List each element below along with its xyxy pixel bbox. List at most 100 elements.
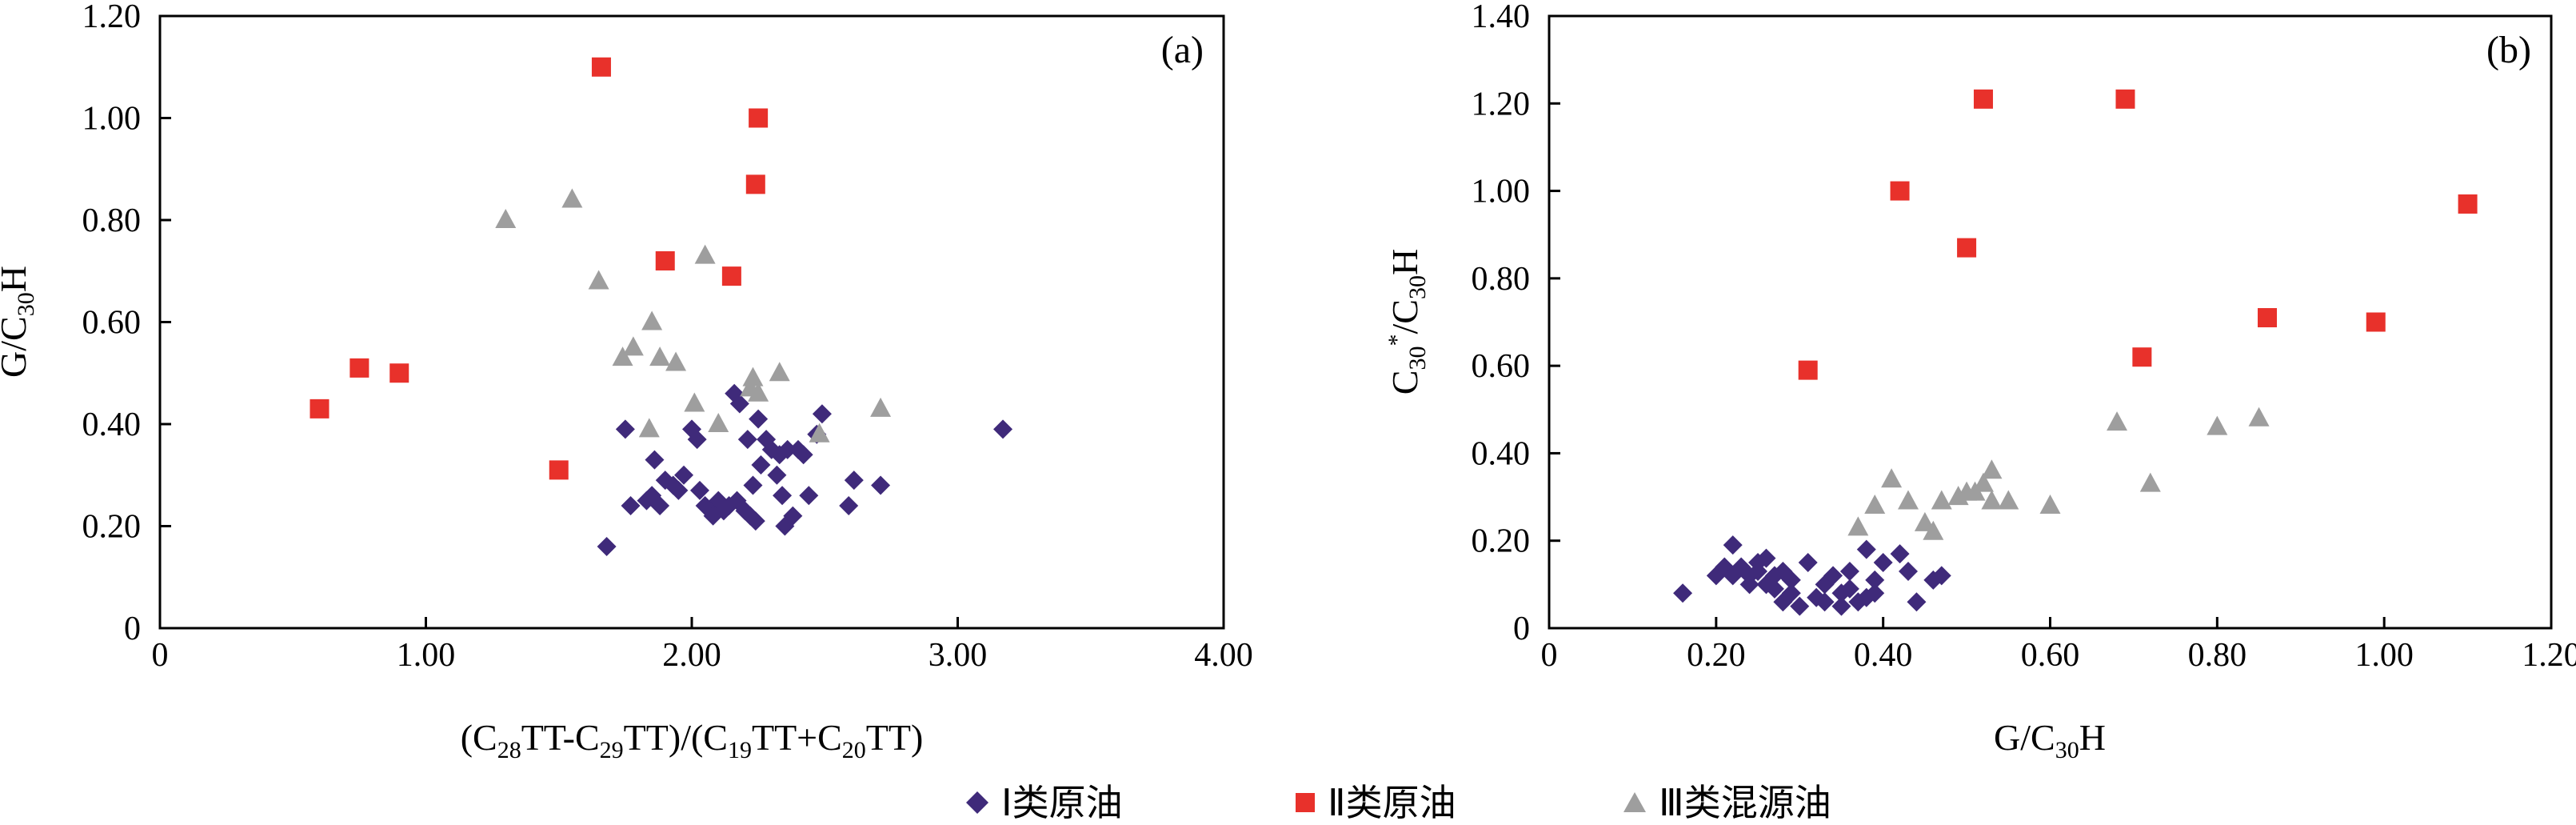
data-point-type1 bbox=[1839, 561, 1859, 581]
data-point-type1 bbox=[729, 394, 749, 414]
data-point-type1 bbox=[1790, 596, 1810, 616]
legend-label-type1: Ⅰ类原油 bbox=[1001, 781, 1123, 824]
data-point-type2 bbox=[310, 398, 329, 419]
data-point-type3 bbox=[1881, 468, 1903, 488]
data-point-type1 bbox=[745, 511, 765, 531]
x-tick-label: 0 bbox=[152, 637, 169, 674]
data-point-type1 bbox=[1781, 570, 1801, 590]
data-point-type3 bbox=[2107, 411, 2128, 431]
legend-diamond-marker bbox=[966, 791, 988, 814]
data-point-type1 bbox=[1823, 566, 1843, 586]
y-tick-label: 0 bbox=[1513, 611, 1530, 647]
y-axis-ticks-b: 0 0.20 0.40 0.60 0.80 1.00 1.20 1.40 bbox=[1472, 0, 1560, 647]
data-point-type1 bbox=[615, 419, 635, 439]
data-point-type2 bbox=[1957, 238, 1977, 258]
data-point-type1 bbox=[777, 439, 797, 459]
data-point-type3 bbox=[684, 392, 705, 412]
data-point-type3 bbox=[1981, 459, 2003, 479]
data-point-type1 bbox=[799, 486, 819, 506]
data-point-type1 bbox=[669, 480, 689, 500]
x-axis-label-a: (C28TT-C29TT)/(C19TT+C20TT) bbox=[461, 717, 924, 763]
data-point-type2 bbox=[2257, 308, 2277, 328]
plot-frame-a bbox=[158, 14, 1225, 630]
data-points-b bbox=[1673, 89, 2478, 616]
legend-label-type3: Ⅲ类混源油 bbox=[1659, 781, 1831, 824]
data-point-type1 bbox=[773, 486, 793, 506]
x-tick-label: 3.00 bbox=[929, 637, 988, 674]
data-point-type3 bbox=[1847, 516, 1869, 536]
data-point-type1 bbox=[767, 465, 787, 485]
x-tick-label: 1.20 bbox=[2522, 637, 2576, 674]
data-point-type2 bbox=[2115, 89, 2135, 109]
y-tick-label: 0.60 bbox=[1472, 348, 1531, 385]
data-point-type3 bbox=[665, 351, 687, 371]
x-tick-label: 0.80 bbox=[2188, 637, 2247, 674]
data-point-type1 bbox=[1931, 566, 1951, 586]
panel-tag-a: (a) bbox=[1161, 29, 1204, 71]
y-axis-label-a: G/C30H bbox=[0, 266, 39, 378]
data-point-type3 bbox=[641, 310, 663, 330]
y-tick-label: 1.00 bbox=[82, 101, 142, 138]
data-point-type3 bbox=[809, 423, 830, 443]
data-point-type2 bbox=[721, 266, 741, 286]
chart-panel-a: (a) 0 1.00 2.00 3.00 4.00 0 0.20 0.40 0.60 0.80 1… bbox=[0, 0, 1253, 763]
data-point-type2 bbox=[349, 358, 369, 378]
legend-item-type2: Ⅱ类原油 bbox=[1296, 781, 1456, 824]
x-tick-label: 1.00 bbox=[397, 637, 456, 674]
data-point-type1 bbox=[812, 404, 832, 424]
data-point-type3 bbox=[1864, 495, 1886, 514]
data-point-type1 bbox=[650, 496, 670, 515]
data-point-type1 bbox=[674, 465, 694, 485]
data-point-type1 bbox=[1673, 583, 1693, 603]
legend-label-type2: Ⅱ类原油 bbox=[1328, 781, 1456, 824]
data-point-type3 bbox=[2248, 406, 2270, 427]
data-point-type3 bbox=[1998, 490, 2019, 510]
x-tick-label: 0.40 bbox=[1854, 637, 1913, 674]
data-point-type1 bbox=[751, 455, 771, 475]
data-point-type3 bbox=[612, 346, 633, 366]
data-point-type1 bbox=[1865, 583, 1885, 603]
data-point-type3 bbox=[742, 366, 764, 386]
x-axis-label-b: G/C30H bbox=[1994, 717, 2106, 763]
y-tick-label: 1.40 bbox=[1472, 0, 1531, 35]
y-tick-label: 0.80 bbox=[1472, 261, 1531, 298]
data-point-type2 bbox=[749, 108, 769, 128]
data-point-type3 bbox=[649, 346, 671, 366]
x-axis-ticks-a: 0 1.00 2.00 3.00 4.00 bbox=[152, 617, 1253, 674]
x-tick-label: 0.20 bbox=[1687, 637, 1746, 674]
data-point-type1 bbox=[871, 475, 891, 495]
y-axis-ticks-a: 0 0.20 0.40 0.60 0.80 1.00 1.20 bbox=[82, 0, 171, 647]
legend: Ⅰ类原油 Ⅱ类原油 Ⅲ类混源油 bbox=[966, 781, 1831, 824]
data-point-type1 bbox=[743, 475, 763, 495]
y-tick-label: 0.40 bbox=[82, 406, 142, 443]
data-point-type2 bbox=[1973, 89, 1993, 109]
data-point-type3 bbox=[1897, 490, 1919, 510]
data-point-type3 bbox=[870, 397, 892, 417]
data-points-a bbox=[310, 57, 1013, 556]
data-point-type2 bbox=[1890, 181, 1910, 201]
chart-panel-b: (b) 0 0.20 0.40 0.60 0.80 1.00 1.20 00.200.400… bbox=[1384, 0, 2576, 763]
data-point-type1 bbox=[839, 496, 859, 515]
legend-square-marker bbox=[1296, 793, 1315, 812]
data-point-type2 bbox=[591, 57, 611, 77]
data-point-type3 bbox=[2139, 472, 2161, 492]
data-point-type3 bbox=[588, 270, 609, 290]
y-tick-label: 0.20 bbox=[82, 509, 142, 546]
data-point-type1 bbox=[1764, 579, 1784, 599]
data-point-type1 bbox=[783, 506, 803, 526]
data-point-type2 bbox=[1798, 360, 1818, 380]
y-tick-label: 0.80 bbox=[82, 202, 142, 239]
data-point-type3 bbox=[1914, 511, 1935, 531]
y-tick-label: 1.20 bbox=[1472, 86, 1531, 122]
data-point-type1 bbox=[1831, 596, 1851, 616]
data-point-type2 bbox=[655, 251, 675, 270]
y-tick-label: 0.60 bbox=[82, 305, 142, 342]
data-point-type3 bbox=[2207, 415, 2228, 435]
data-point-type3 bbox=[769, 362, 790, 382]
y-tick-label: 1.00 bbox=[1472, 174, 1531, 210]
data-point-type3 bbox=[561, 188, 583, 208]
y-tick-label: 0 bbox=[124, 611, 141, 647]
data-point-type1 bbox=[1890, 544, 1910, 564]
data-point-type2 bbox=[745, 174, 765, 194]
plot-frame-b bbox=[1548, 14, 2553, 630]
